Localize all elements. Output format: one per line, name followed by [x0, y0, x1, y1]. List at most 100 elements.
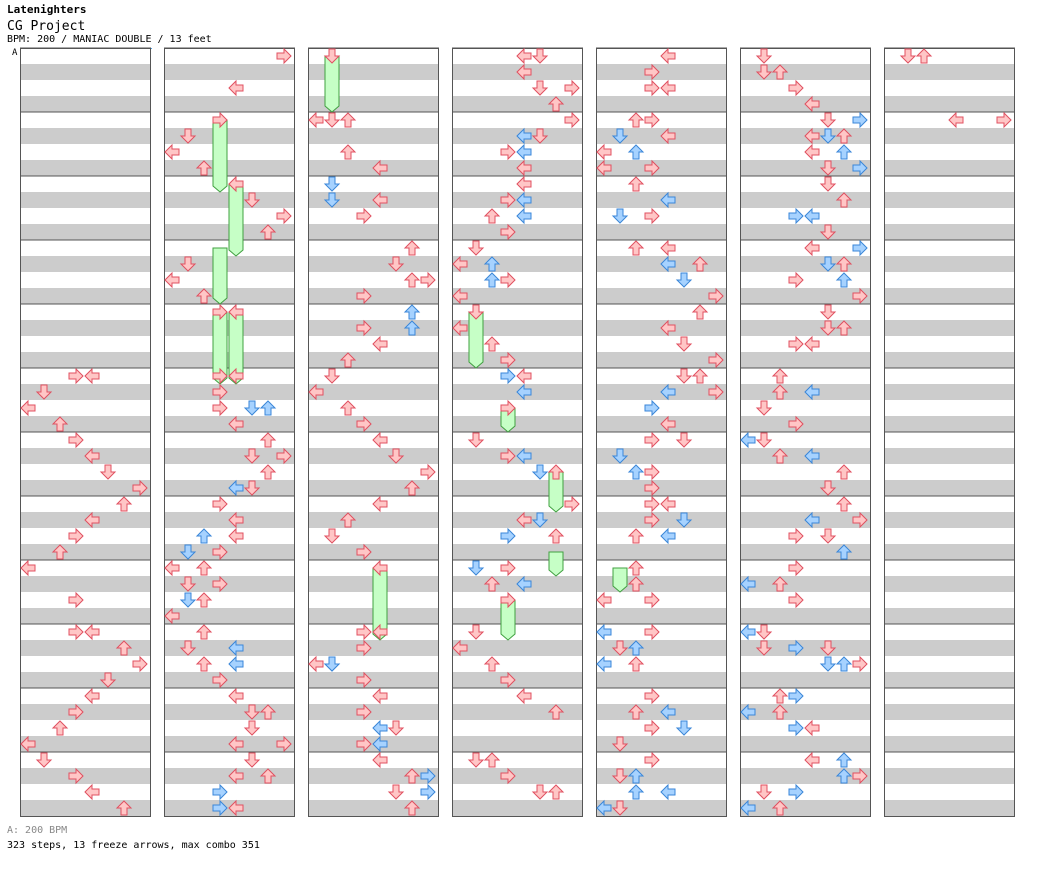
- step-arrow: [852, 111, 868, 129]
- beat-stripe: [308, 784, 439, 800]
- step-arrow: [627, 640, 645, 656]
- step-arrow: [259, 768, 277, 784]
- beat-stripe: [164, 64, 295, 80]
- step-arrow: [339, 400, 357, 416]
- step-arrow: [68, 703, 84, 721]
- step-arrow: [564, 79, 580, 97]
- step-arrow: [627, 240, 645, 256]
- beat-stripe: [20, 96, 151, 112]
- step-arrow: [516, 159, 532, 177]
- beat-stripe: [164, 608, 295, 624]
- step-arrow: [531, 128, 549, 144]
- step-arrow: [84, 623, 100, 641]
- beat-stripe: [308, 544, 439, 560]
- step-arrow: [644, 687, 660, 705]
- step-arrow: [835, 752, 853, 768]
- step-summary: 323 steps, 13 freeze arrows, max combo 3…: [7, 840, 260, 851]
- beat-stripe: [596, 592, 727, 608]
- step-arrow: [243, 400, 261, 416]
- step-arrow: [68, 527, 84, 545]
- step-arrow: [660, 783, 676, 801]
- step-arrow: [771, 384, 789, 400]
- step-arrow: [852, 239, 868, 257]
- beat-stripe: [308, 240, 439, 256]
- step-arrow: [259, 224, 277, 240]
- step-arrow: [195, 160, 213, 176]
- beat-stripe: [308, 672, 439, 688]
- beat-stripe: [308, 320, 439, 336]
- step-arrow: [547, 704, 565, 720]
- step-arrow: [179, 544, 197, 560]
- beat-stripe: [596, 432, 727, 448]
- step-arrow: [788, 271, 804, 289]
- beat-stripe: [308, 304, 439, 320]
- beat-stripe: [452, 240, 583, 256]
- step-arrow: [948, 111, 964, 129]
- beat-stripe: [20, 320, 151, 336]
- step-arrow: [675, 336, 693, 352]
- step-arrow: [675, 720, 693, 736]
- step-arrow: [899, 48, 917, 64]
- step-arrow: [516, 383, 532, 401]
- beat-stripe: [740, 224, 871, 240]
- beat-stripe: [308, 144, 439, 160]
- step-arrow: [452, 255, 468, 273]
- beat-stripe: [20, 208, 151, 224]
- step-arrow: [804, 511, 820, 529]
- beat-stripe: [308, 288, 439, 304]
- step-arrow: [660, 127, 676, 145]
- step-arrow: [788, 527, 804, 545]
- step-arrow: [372, 687, 388, 705]
- step-arrow: [627, 784, 645, 800]
- step-arrow: [356, 703, 372, 721]
- step-arrow: [84, 447, 100, 465]
- beat-stripe: [308, 272, 439, 288]
- step-arrow: [771, 800, 789, 816]
- step-arrow: [339, 512, 357, 528]
- beat-stripe: [452, 528, 583, 544]
- step-arrow: [755, 400, 773, 416]
- step-arrow: [500, 591, 516, 609]
- beat-stripe: [740, 64, 871, 80]
- step-arrow: [259, 400, 277, 416]
- step-arrow: [740, 703, 756, 721]
- beat-stripe: [308, 528, 439, 544]
- beat-stripe: [308, 800, 439, 816]
- step-arrow: [819, 640, 837, 656]
- step-arrow: [596, 799, 612, 817]
- beat-stripe: [740, 496, 871, 512]
- beat-stripe: [596, 640, 727, 656]
- step-arrow: [179, 576, 197, 592]
- step-arrow: [819, 128, 837, 144]
- step-arrow: [179, 256, 197, 272]
- step-arrow: [164, 143, 180, 161]
- step-arrow: [467, 752, 485, 768]
- beat-stripe: [596, 560, 727, 576]
- beat-stripe: [452, 80, 583, 96]
- step-arrow: [372, 623, 388, 641]
- beat-stripe: [740, 320, 871, 336]
- step-arrow: [483, 656, 501, 672]
- beat-stripe: [596, 576, 727, 592]
- step-arrow: [516, 127, 532, 145]
- step-arrow: [516, 143, 532, 161]
- beat-stripe: [308, 64, 439, 80]
- beat-stripe: [596, 656, 727, 672]
- step-arrow: [771, 704, 789, 720]
- beat-stripe: [164, 544, 295, 560]
- step-arrow: [164, 559, 180, 577]
- step-arrow: [788, 639, 804, 657]
- step-arrow: [179, 592, 197, 608]
- step-arrow: [323, 48, 341, 64]
- step-arrow: [788, 79, 804, 97]
- step-arrow: [835, 144, 853, 160]
- step-arrow: [819, 160, 837, 176]
- beat-stripe: [740, 624, 871, 640]
- beat-stripe: [20, 544, 151, 560]
- beat-stripe: [740, 768, 871, 784]
- beat-stripe: [740, 800, 871, 816]
- step-arrow: [675, 432, 693, 448]
- beat-stripe: [884, 576, 1015, 592]
- beat-stripe: [740, 640, 871, 656]
